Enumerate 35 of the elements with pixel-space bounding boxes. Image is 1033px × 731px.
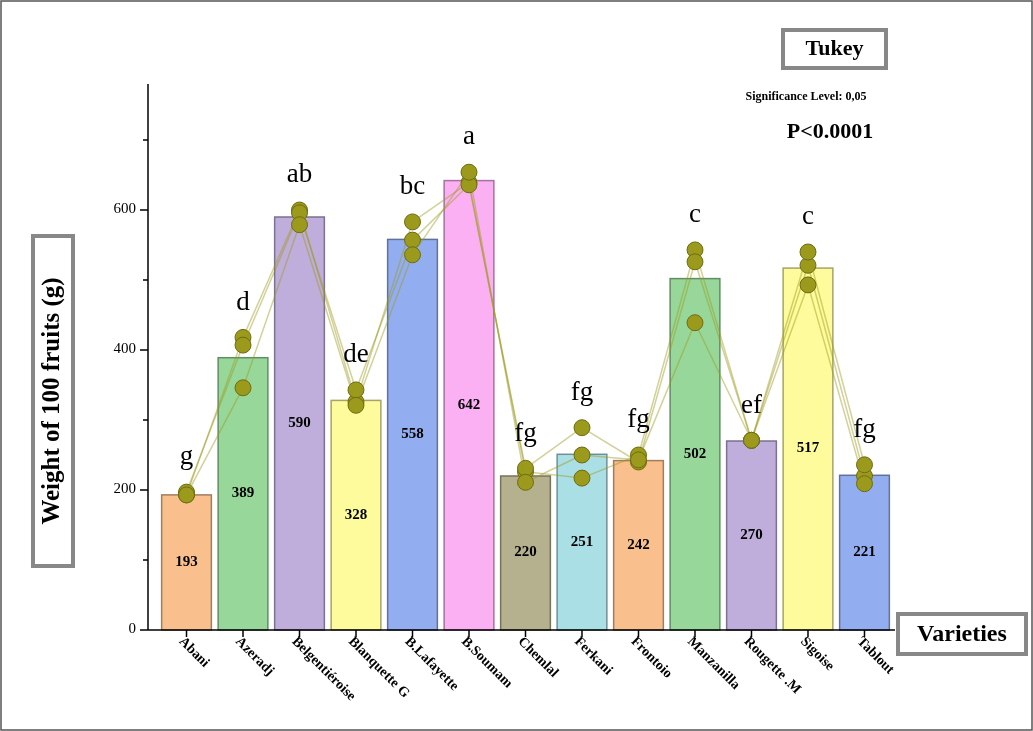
annotation: ef — [741, 388, 762, 419]
annotation: Significance Level: 0,05 — [745, 88, 867, 103]
data-label: 328 — [344, 505, 368, 522]
y-tick-label: 200 — [113, 480, 136, 497]
data-label: 642 — [457, 395, 481, 412]
data-label: 389 — [231, 484, 255, 501]
data-label: 221 — [853, 543, 876, 560]
annotation: d — [236, 285, 251, 316]
data-label: 590 — [288, 413, 311, 430]
annotation: c — [689, 198, 701, 229]
annotation: g — [179, 440, 194, 471]
annotation: P<0.0001 — [786, 118, 874, 144]
annotation: ab — [286, 158, 313, 189]
annotation: fg — [853, 413, 876, 443]
annotation: a — [463, 120, 476, 151]
x-axis-title: Varieties — [917, 619, 1007, 646]
data-label: 558 — [401, 425, 424, 442]
annotation: bc — [399, 170, 426, 201]
y-tick-label: 400 — [113, 340, 136, 357]
data-label: 242 — [627, 535, 650, 552]
data-label: 193 — [175, 552, 198, 569]
data-label: 220 — [514, 543, 537, 560]
annotation: de — [343, 338, 369, 369]
annotation: c — [802, 200, 814, 231]
annotation: fg — [570, 375, 594, 406]
y-tick-label: 0 — [128, 620, 136, 637]
data-label: 251 — [570, 532, 594, 549]
data-label: 270 — [740, 525, 763, 542]
y-tick-label: 600 — [113, 200, 136, 217]
data-label: 517 — [796, 439, 820, 456]
annotation: fg — [627, 403, 650, 434]
chart-title: Tukey — [805, 35, 864, 61]
y-axis-title: Weight of 100 fruits (g) — [36, 277, 65, 525]
data-label: 502 — [683, 444, 707, 461]
annotation: fg — [514, 416, 537, 447]
